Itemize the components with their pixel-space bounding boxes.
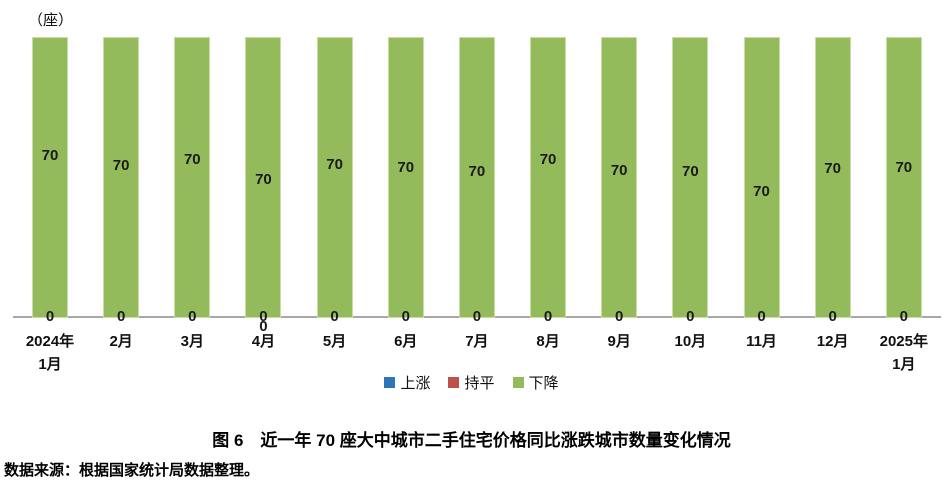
bar-falling-12 — [814, 37, 851, 318]
bar-value-label: 70 — [895, 159, 913, 176]
zero-value-label: 0 — [828, 308, 837, 325]
x-axis-tick-label: 12月 — [816, 333, 849, 350]
legend-item-rising: 上涨 — [384, 372, 430, 393]
bar-falling-10 — [672, 37, 709, 318]
bar-value-label: 70 — [326, 156, 343, 173]
bar-falling-4 — [245, 37, 282, 318]
zero-value-label: 0 — [116, 308, 126, 325]
x-axis-tick-label: 2025年 1月 — [879, 333, 928, 373]
bar-falling-6 — [387, 37, 424, 318]
zero-value-label: 0 — [259, 318, 268, 335]
zero-value-label: 0 — [757, 308, 766, 325]
zero-value-label: 0 — [259, 308, 268, 325]
zero-value-label: 0 — [615, 308, 624, 325]
bar-falling-3 — [174, 37, 211, 318]
x-axis-tick-label: 5月 — [322, 333, 347, 350]
bar-value-label: 70 — [397, 159, 415, 176]
bar-value-label: 70 — [610, 162, 628, 179]
falling-series-swatch-icon — [512, 377, 524, 388]
bar-value-label: 70 — [824, 160, 841, 177]
figure-caption-title: 图 6 近一年 70 座大中城市二手住宅价格同比涨跌城市数量变化情况 — [212, 431, 731, 450]
flat-series-swatch-icon — [448, 377, 460, 388]
zero-value-label: 0 — [330, 308, 339, 325]
bar-value-label: 70 — [539, 151, 557, 168]
x-axis-tick-label: 9月 — [607, 333, 631, 350]
bar-value-label: 70 — [255, 171, 272, 188]
rising-series-swatch-icon — [384, 377, 396, 388]
bar-falling-8 — [530, 37, 567, 318]
bar-falling-7 — [458, 37, 495, 318]
data-source-note: 数据来源：根据国家统计局数据整理。 — [4, 462, 260, 479]
x-axis-tick-label: 7月 — [465, 333, 489, 350]
zero-value-label: 0 — [188, 308, 197, 325]
plot-area: （座） 70 0 2024年 1月 70 0 2月 70 0 3月 70 0 0 4月 70 0 5月 70 0 6月… — [13, 12, 941, 373]
x-axis-tick-label: 2024年 1月 — [25, 333, 75, 373]
legend-item-flat: 持平 — [448, 372, 495, 393]
zero-value-label: 0 — [543, 308, 553, 325]
x-axis-tick-label: 8月 — [536, 333, 560, 350]
bar-value-label: 70 — [682, 163, 699, 180]
zero-value-label: 0 — [899, 308, 908, 325]
bar-value-label: 70 — [468, 163, 486, 180]
bar-falling-5 — [316, 37, 353, 318]
zero-value-label: 0 — [401, 308, 410, 325]
x-axis-tick-label: 11月 — [746, 333, 777, 350]
chart-legend: 上涨 持平 下降 — [0, 372, 943, 393]
bar-falling-11 — [743, 37, 780, 318]
bar-falling-2 — [103, 37, 140, 318]
bar-value-label: 70 — [41, 147, 59, 164]
x-axis-tick-label: 10月 — [674, 333, 707, 350]
legend-item-falling: 下降 — [512, 372, 559, 393]
bar-value-label: 70 — [112, 157, 130, 174]
zero-value-label: 0 — [686, 308, 695, 325]
bar-falling-13 — [885, 37, 922, 318]
legend-label-falling: 下降 — [528, 375, 559, 392]
bar-falling-1 — [32, 37, 68, 318]
bar-value-label: 70 — [753, 183, 770, 200]
zero-value-label: 0 — [45, 308, 55, 325]
x-axis-tick-label: 2月 — [109, 333, 133, 350]
x-axis-tick-label: 4月 — [251, 333, 276, 350]
bar-value-label: 70 — [183, 151, 201, 168]
x-axis-tick-label: 3月 — [180, 333, 204, 350]
bar-falling-9 — [601, 37, 638, 318]
y-axis-unit-label: （座） — [28, 12, 74, 29]
zero-value-label: 0 — [472, 308, 482, 325]
x-axis-tick-label: 6月 — [394, 333, 418, 350]
legend-label-flat: 持平 — [464, 375, 495, 392]
legend-label-rising: 上涨 — [400, 375, 431, 392]
